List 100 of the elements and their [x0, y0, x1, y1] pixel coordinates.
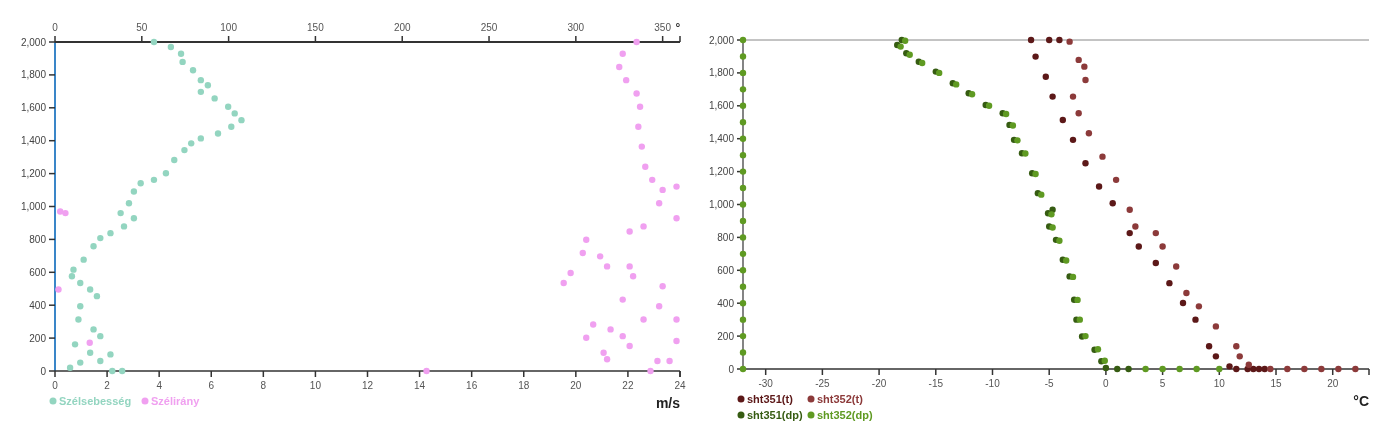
x2-tick-label: 250 [480, 22, 498, 33]
point [1049, 93, 1056, 100]
point [1076, 316, 1084, 323]
point [1205, 343, 1213, 350]
point [1082, 332, 1089, 340]
point [1233, 343, 1240, 350]
point [1236, 353, 1243, 360]
point [238, 116, 245, 124]
point [1261, 365, 1268, 373]
point [177, 50, 185, 57]
x-tick-label: 20 [570, 380, 582, 391]
point [1022, 150, 1029, 157]
point [66, 364, 74, 371]
point [109, 367, 116, 375]
point [1014, 137, 1021, 144]
point [90, 326, 97, 333]
point [1284, 365, 1291, 373]
point [204, 82, 212, 89]
x-tick-label: 4 [156, 380, 163, 391]
point [918, 59, 926, 67]
point [188, 140, 195, 147]
point [1245, 361, 1252, 368]
point [1082, 76, 1089, 84]
point [1301, 365, 1308, 373]
point [77, 359, 84, 366]
point [179, 58, 186, 66]
point [1095, 183, 1103, 190]
point [1056, 36, 1063, 44]
x2-tick-label: 100 [220, 22, 238, 33]
point [1112, 176, 1120, 184]
y-tick-label: 1,600 [20, 102, 47, 114]
x2-tick-label: 200 [393, 22, 411, 33]
point [935, 69, 943, 77]
legend-label: sht352(dp) [817, 408, 873, 421]
point [97, 234, 104, 242]
y-tick-label: 600 [717, 264, 735, 276]
point [1152, 229, 1159, 237]
x-tick-label: -10 [985, 378, 1001, 389]
x-tick-label: 14 [414, 380, 426, 391]
point [71, 341, 79, 348]
point [1069, 273, 1077, 281]
point [150, 38, 158, 46]
point [739, 53, 747, 60]
y-tick-label: 1,800 [708, 67, 735, 79]
point [1102, 364, 1110, 372]
x-tick-label: 0 [1103, 378, 1110, 389]
point [1126, 229, 1133, 237]
point [739, 250, 747, 258]
x2-tick-label: 300 [567, 22, 585, 33]
point [70, 266, 77, 273]
point [107, 229, 114, 237]
point [1094, 346, 1102, 353]
y-tick-label: 1,400 [708, 133, 735, 145]
point [214, 130, 222, 137]
point [1075, 56, 1082, 64]
x-tick-label: 12 [361, 380, 374, 391]
point [1099, 153, 1106, 160]
point [197, 88, 205, 96]
x-tick-label: 0 [52, 380, 59, 391]
x-tick-label: 6 [208, 380, 215, 391]
point [1193, 365, 1200, 373]
point [1212, 353, 1220, 360]
y-tick-label: 800 [717, 231, 735, 243]
point [1126, 206, 1133, 213]
x-tick-label: 16 [466, 380, 478, 391]
legend-label: Szélsebesség [59, 394, 132, 407]
point [1002, 110, 1010, 118]
point [1132, 223, 1139, 230]
point [197, 135, 205, 142]
x2-tick-label: 50 [136, 22, 148, 33]
x-tick-label: 8 [260, 380, 267, 391]
x-tick-label: -25 [815, 378, 831, 389]
point [181, 146, 188, 154]
y-tick-label: 800 [29, 233, 47, 245]
y-tick-label: 200 [29, 332, 47, 344]
point [1074, 296, 1081, 304]
point [1125, 365, 1132, 373]
x-tick-label: 20 [1327, 378, 1339, 389]
point [150, 176, 158, 184]
point [1195, 303, 1203, 310]
point [1179, 299, 1187, 307]
point [1114, 365, 1121, 373]
point [1038, 191, 1045, 198]
x-tick-label: 22 [622, 380, 634, 391]
x-tick-label: 10 [1213, 378, 1226, 389]
point [1166, 279, 1173, 287]
legend-label: sht351(dp) [747, 408, 803, 421]
x-axis-title: °C [1353, 393, 1369, 409]
x2-tick-label: 150 [307, 22, 325, 33]
point [1135, 243, 1142, 250]
point [97, 357, 104, 365]
point [739, 283, 747, 290]
x2-tick-label: 350 [654, 22, 672, 33]
y-tick-label: 1,800 [20, 69, 47, 81]
y-tick-label: 400 [29, 299, 47, 311]
y-tick-label: 1,200 [20, 168, 47, 180]
point [1183, 289, 1190, 297]
point [1192, 316, 1199, 323]
point [189, 67, 197, 74]
point [90, 243, 97, 250]
